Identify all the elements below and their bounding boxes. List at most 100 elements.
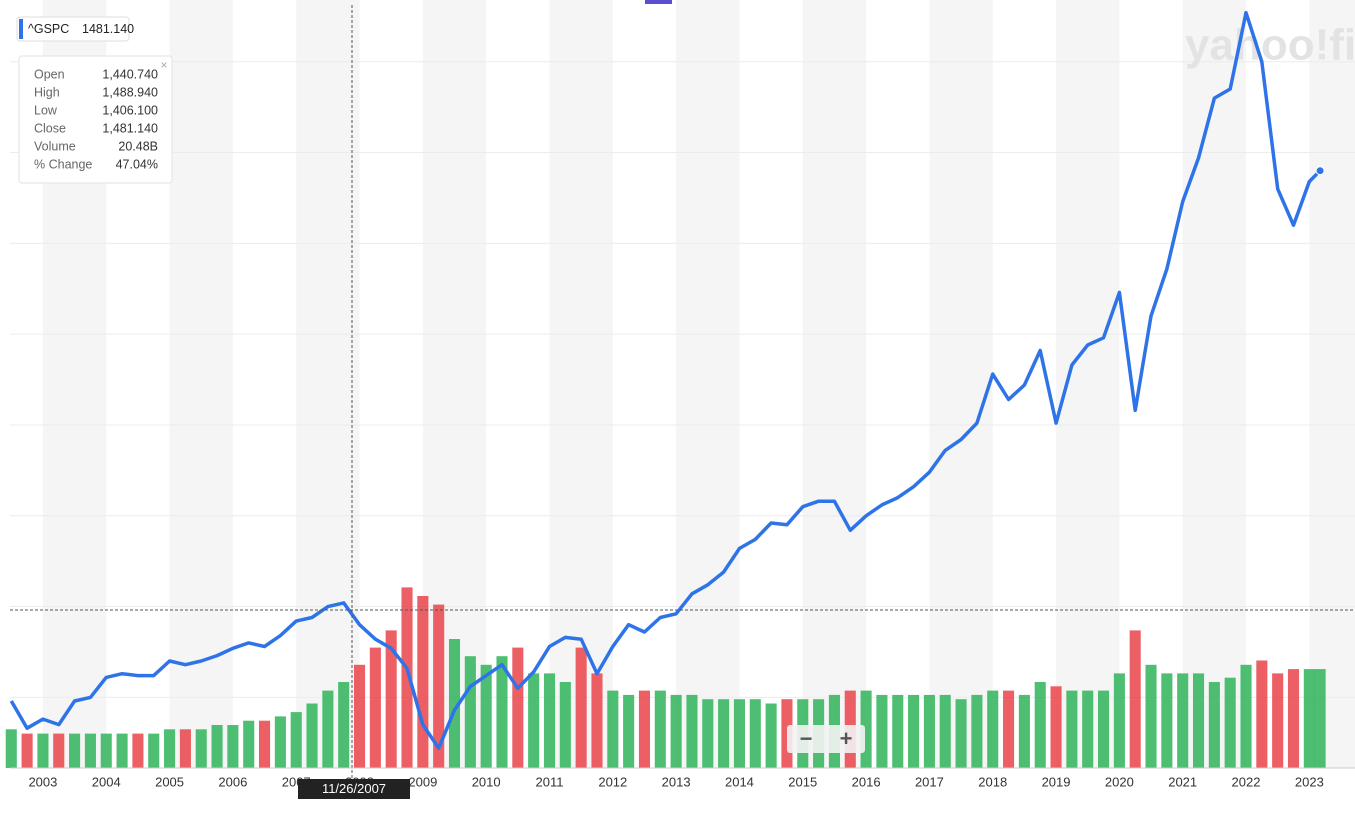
volume-bar: [5, 729, 17, 768]
volume-bar: [591, 673, 603, 768]
volume-bar: [195, 729, 207, 768]
volume-bar: [908, 694, 920, 768]
legend-symbol: ^GSPC: [28, 22, 69, 36]
volume-bar: [923, 694, 935, 768]
watermark: yahoo!finance: [1185, 21, 1355, 70]
x-tick-label: 2004: [92, 774, 121, 789]
zoom-in[interactable]: +: [840, 726, 853, 751]
x-tick-label: 2012: [598, 774, 627, 789]
volume-bar: [132, 733, 144, 768]
volume-bar: [369, 647, 381, 768]
volume-bar: [1003, 690, 1015, 768]
tooltip-label: % Change: [34, 157, 92, 171]
volume-bar: [781, 699, 793, 768]
price-line: [9, 10, 1322, 750]
volume-bar: [84, 733, 96, 768]
x-tick-label: 2015: [788, 774, 817, 789]
volume-bar: [274, 716, 286, 768]
volume-bar: [448, 639, 461, 768]
last-point: [1315, 166, 1325, 176]
volume-bar: [971, 694, 983, 768]
volume-bar: [1272, 673, 1284, 768]
volume-bar: [227, 725, 239, 768]
volume-bar: [718, 699, 730, 768]
year-band: [676, 0, 740, 768]
x-tick-label: 2014: [725, 774, 754, 789]
volume-bar: [765, 703, 777, 768]
x-tick-label: 2010: [472, 774, 501, 789]
volume-bar: [654, 690, 666, 768]
volume-bar: [670, 694, 682, 768]
tooltip-close[interactable]: ×: [160, 58, 167, 72]
tooltip-value: 47.04%: [116, 157, 158, 171]
year-band: [802, 0, 867, 768]
volume-bar: [243, 720, 255, 768]
x-tick-label: 2005: [155, 774, 184, 789]
year-band: [1309, 0, 1355, 768]
tooltip-label: Volume: [34, 139, 76, 153]
volume-bar: [496, 656, 508, 768]
volume-bar: [1208, 682, 1220, 768]
volume-bar: [1177, 673, 1189, 768]
tooltip-label: Low: [34, 103, 58, 117]
tooltip-value: 20.48B: [118, 139, 158, 153]
year-band: [296, 0, 360, 768]
volume-bar: [338, 682, 350, 768]
volume-bar: [417, 596, 429, 768]
volume-bar: [37, 733, 49, 768]
zoom-box: [787, 725, 865, 753]
year-bands: [42, 0, 1355, 768]
volume-bar: [480, 664, 492, 768]
volume-bar: [607, 690, 619, 768]
tooltip-value: 1,488.940: [102, 85, 158, 99]
x-tick-label: 2019: [1042, 774, 1071, 789]
x-tick-label: 2018: [978, 774, 1007, 789]
volume-bar: [512, 647, 524, 768]
volume-bar: [1161, 673, 1173, 768]
tooltip-label: High: [34, 85, 60, 99]
volume-bar: [306, 703, 318, 768]
zoom-out[interactable]: −: [800, 726, 813, 751]
volume-bar: [876, 694, 888, 768]
volume-bar: [955, 699, 967, 768]
volume-bar: [1303, 669, 1315, 768]
legend: ^GSPC 1481.140: [16, 16, 134, 42]
volume-bar: [1256, 660, 1268, 768]
year-band: [1182, 0, 1247, 768]
tooltip: × Open 1,440.740 High 1,488.940 Low 1,406.100…: [18, 55, 173, 184]
tooltip-label: Open: [34, 67, 65, 81]
volume-bar: [21, 733, 33, 768]
volume-bar: [53, 733, 65, 768]
crosshair-date: 11/26/2007: [322, 781, 386, 796]
volume-bar: [686, 694, 698, 768]
volume-bar: [1224, 677, 1236, 768]
tooltip-value: 1,481.140: [102, 121, 158, 135]
volume-bar: [322, 690, 334, 768]
volume-bar: [543, 673, 556, 768]
volume-bar: [1145, 664, 1157, 768]
x-tick-label: 2006: [218, 774, 247, 789]
volume-bar: [559, 682, 571, 768]
volume-bar: [860, 690, 872, 768]
top-indicator: [645, 0, 672, 4]
volume-bar: [623, 694, 635, 768]
tooltip-box: [18, 55, 173, 184]
x-tick-label: 2020: [1105, 774, 1134, 789]
tooltip-label: Close: [34, 121, 66, 135]
volume-bar: [1098, 690, 1110, 768]
volume-bar: [259, 720, 271, 768]
x-tick-label: 2009: [408, 774, 437, 789]
x-tick-label: 2022: [1232, 774, 1261, 789]
volume-bar: [211, 725, 223, 768]
year-band: [929, 0, 993, 768]
volume-bar: [385, 630, 397, 768]
x-tick-label: 2023: [1295, 774, 1324, 789]
volume-bar: [401, 587, 413, 768]
volume-bar: [1314, 669, 1326, 768]
volume-bar: [1018, 694, 1030, 768]
volume-bar: [702, 699, 714, 768]
volume-bar: [1082, 690, 1094, 768]
volume-bar: [433, 604, 445, 768]
volume-bar: [1034, 682, 1046, 768]
